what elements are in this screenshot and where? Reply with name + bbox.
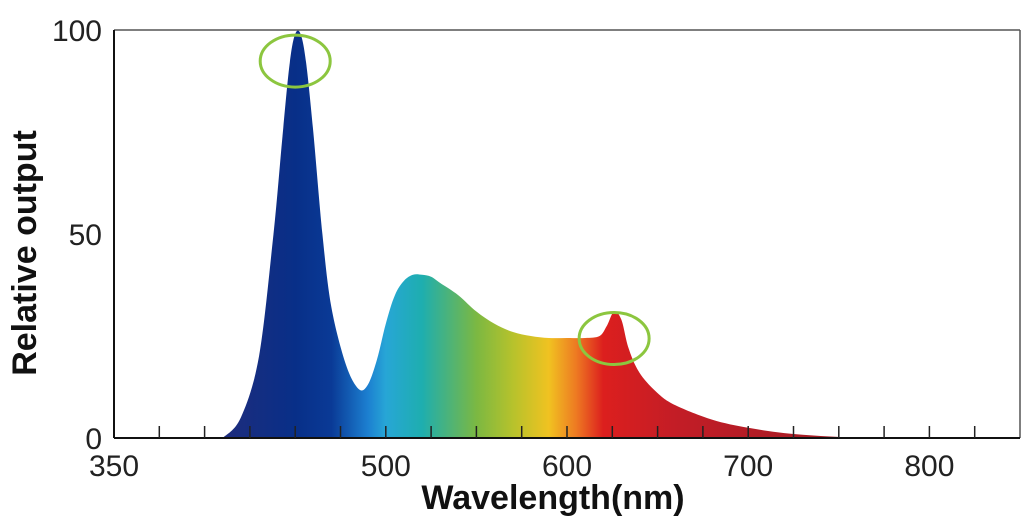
y-tick-label: 0: [85, 423, 102, 456]
x-tick-label: 800: [904, 450, 954, 483]
area-layer: [222, 30, 875, 438]
highlight-layer: [258, 33, 651, 367]
y-tick-label: 100: [52, 15, 102, 48]
y-axis-title: Relative output: [6, 130, 44, 376]
peak-highlight-ellipse: [577, 311, 651, 367]
y-tick-label: 50: [69, 219, 102, 252]
x-tick-label: 600: [542, 450, 592, 483]
peak-highlight-ellipse: [258, 33, 332, 89]
tick-layer: 350 500 600 700 800 0 50 100: [52, 15, 976, 483]
x-tick-label: 500: [361, 450, 411, 483]
x-tick-label: 350: [89, 450, 139, 483]
x-axis-title: Wavelength(nm): [421, 479, 684, 517]
x-tick-label: 700: [723, 450, 773, 483]
spectrum-area: [222, 30, 875, 438]
